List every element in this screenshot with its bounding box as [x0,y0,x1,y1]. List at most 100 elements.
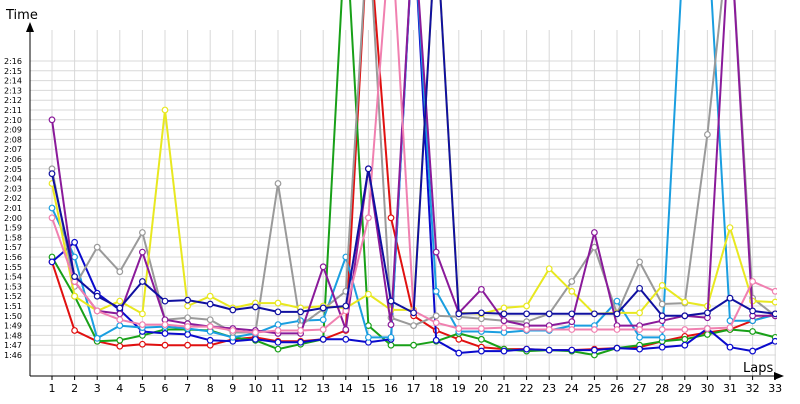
data-point [387,333,395,341]
data-point [636,309,643,317]
y-tick-label: 2:15 [4,67,22,76]
data-point [771,287,777,295]
data-point [613,326,621,333]
y-tick-label: 2:02 [4,194,22,203]
y-tick-label: 1:59 [4,224,22,233]
x-tick-label: 33 [768,382,782,395]
y-tick-label: 2:04 [4,175,22,184]
data-point [161,341,169,349]
data-point [591,229,598,236]
data-point [116,336,124,344]
data-point [568,318,576,326]
x-axis-arrow-icon [774,372,784,380]
data-point [658,343,666,351]
x-tick-label: 5 [139,382,146,395]
data-point [138,278,146,285]
series-line [51,0,776,354]
data-point [93,243,101,251]
data-point [138,340,146,348]
data-point [545,346,553,354]
data-point [206,336,214,344]
data-point [274,308,282,316]
data-point [319,335,327,343]
data-point [184,296,192,304]
data-point [184,331,192,338]
x-tick-label: 21 [497,382,511,395]
data-point [161,321,169,329]
series-line [51,0,776,340]
data-point [478,285,485,293]
data-point [116,304,124,312]
data-point [636,284,643,292]
data-point [523,302,530,310]
y-axis-title: Time [5,8,38,23]
y-tick-labels: 1:461:471:481:491:501:511:521:531:541:55… [4,57,22,360]
data-point [478,309,485,317]
data-point [726,294,734,302]
data-point [681,298,689,306]
data-point [726,343,734,351]
y-tick-label: 1:50 [4,312,22,321]
data-point [658,282,666,289]
x-tick-label: 30 [700,382,714,395]
data-point [455,349,463,357]
x-tick-labels: 1 2 3 4 5 6 7 8 9 10 11 12 13 14 15 16 17 18 19 20 21 22 23 24 2… [49,376,782,395]
x-tick-label: 11 [271,382,285,395]
x-tick-label: 12 [294,382,308,395]
data-point [229,306,237,314]
data-point [71,327,78,334]
data-point [342,335,350,343]
y-tick-label: 1:55 [4,263,22,272]
data-point [319,263,327,271]
y-tick-label: 2:05 [4,165,22,174]
series-3 [48,0,777,357]
y-tick-label: 2:14 [4,77,22,86]
data-point [749,347,756,355]
data-point [591,310,598,318]
y-tick-label: 2:11 [4,106,22,115]
data-point [251,335,259,343]
y-tick-label: 1:54 [4,273,22,282]
data-point [387,214,395,222]
data-point [410,322,418,330]
data-point [568,278,576,285]
y-tick-label: 2:09 [4,126,22,135]
data-point [771,337,777,345]
data-point [116,310,124,318]
data-point [726,324,734,331]
data-point [771,310,777,318]
data-point [116,268,124,276]
data-point [523,345,530,353]
x-tick-label: 23 [542,382,556,395]
data-point [478,347,485,355]
data-point [71,253,78,261]
data-point [749,328,756,335]
data-point [319,304,327,312]
y-tick-label: 2:13 [4,86,22,95]
data-point [206,323,214,330]
data-point [568,310,576,318]
data-point [455,325,463,332]
data-point [545,265,553,273]
data-point [116,297,124,305]
data-point [478,335,485,343]
data-point [71,273,78,281]
data-point [410,341,418,349]
x-tick-label: 13 [316,382,330,395]
data-point [545,326,553,333]
data-point [71,238,78,246]
x-tick-label: 8 [207,382,214,395]
data-point [206,292,214,300]
y-tick-label: 1:47 [4,341,22,350]
x-tick-label: 16 [384,382,398,395]
data-point [387,321,395,329]
x-tick-label: 24 [565,382,579,395]
data-point [432,312,440,320]
data-point [636,345,643,353]
data-point [636,333,643,341]
data-point [500,324,508,331]
data-point [681,341,689,349]
data-point [500,347,508,355]
data-point [184,323,192,330]
